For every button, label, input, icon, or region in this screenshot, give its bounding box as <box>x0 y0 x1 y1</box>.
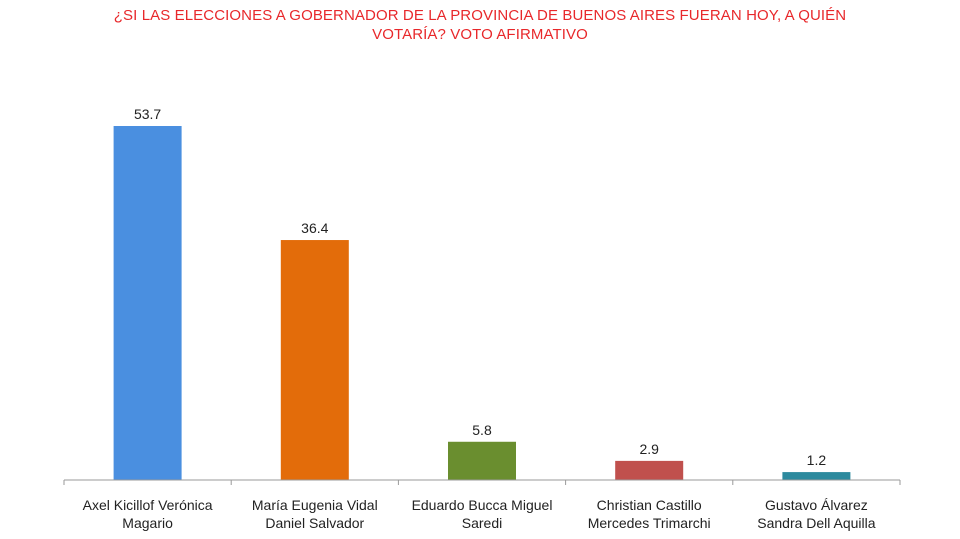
category-label: Gustavo Álvarez Sandra Dell Aquilla <box>757 497 876 531</box>
bar <box>113 126 182 480</box>
chart-title-line-1: ¿SI LAS ELECCIONES A GOBERNADOR DE LA PR… <box>113 7 847 24</box>
category-labels-group: Axel Kicillof Verónica Magario María Eugen… <box>83 497 876 531</box>
category-label-line: María Eugenia Vidal <box>252 497 378 513</box>
category-label-line: Daniel Salvador <box>265 515 364 531</box>
category-label-line: Gustavo Álvarez <box>765 497 868 513</box>
category-label: Christian Castillo Mercedes Trimarchi <box>588 497 711 531</box>
category-label: Axel Kicillof Verónica Magario <box>83 497 213 531</box>
x-axis-ticks <box>63 480 901 485</box>
category-label-line: Saredi <box>462 515 502 531</box>
bar <box>782 472 851 480</box>
bar <box>448 441 516 480</box>
chart-title: ¿SI LAS ELECCIONES A GOBERNADOR DE LA PR… <box>0 6 960 44</box>
bars-group <box>113 126 851 480</box>
category-label-line: Eduardo Bucca Miguel <box>412 497 553 513</box>
value-label: 53.7 <box>134 106 161 122</box>
bar <box>280 240 349 480</box>
value-label: 36.4 <box>301 220 328 236</box>
bar <box>615 460 684 480</box>
value-label: 1.2 <box>807 452 827 468</box>
category-label-line: Sandra Dell Aquilla <box>757 515 876 531</box>
value-label: 2.9 <box>639 441 659 457</box>
category-label-line: Magario <box>122 515 173 531</box>
value-label: 5.8 <box>472 422 492 438</box>
value-labels-group: 53.7 36.4 5.8 2.9 1.2 <box>134 106 826 468</box>
category-label-line: Christian Castillo <box>597 497 702 513</box>
category-label: Eduardo Bucca Miguel Saredi <box>412 497 553 531</box>
category-label-line: Axel Kicillof Verónica <box>83 497 213 513</box>
category-label: María Eugenia Vidal Daniel Salvador <box>252 497 378 531</box>
chart-title-line-2: VOTARÍA? VOTO AFIRMATIVO <box>372 26 588 43</box>
category-label-line: Mercedes Trimarchi <box>588 515 711 531</box>
